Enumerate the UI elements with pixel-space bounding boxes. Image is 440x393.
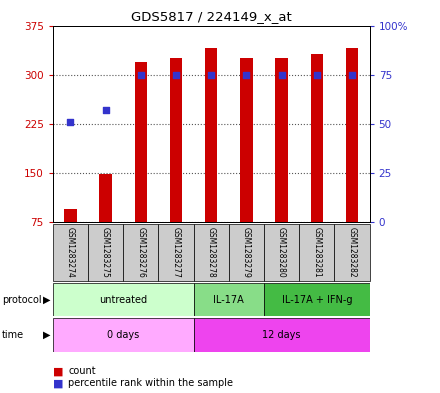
Text: GSM1283280: GSM1283280 bbox=[277, 227, 286, 278]
Text: GSM1283281: GSM1283281 bbox=[312, 227, 321, 278]
Bar bbox=[53, 318, 194, 352]
Bar bbox=[170, 58, 182, 222]
Bar bbox=[99, 174, 112, 222]
Bar bbox=[64, 209, 77, 222]
Text: IL-17A: IL-17A bbox=[213, 295, 244, 305]
Bar bbox=[194, 224, 229, 281]
Bar bbox=[229, 224, 264, 281]
Bar bbox=[264, 224, 299, 281]
Bar bbox=[205, 48, 217, 222]
Bar bbox=[299, 224, 334, 281]
Title: GDS5817 / 224149_x_at: GDS5817 / 224149_x_at bbox=[131, 10, 292, 23]
Text: protocol: protocol bbox=[2, 295, 42, 305]
Point bbox=[313, 72, 320, 78]
Text: GSM1283274: GSM1283274 bbox=[66, 227, 75, 278]
Point bbox=[348, 72, 356, 78]
Bar bbox=[88, 224, 123, 281]
Text: ▶: ▶ bbox=[43, 295, 51, 305]
Text: GSM1283277: GSM1283277 bbox=[172, 227, 180, 278]
Text: GSM1283276: GSM1283276 bbox=[136, 227, 145, 278]
Text: time: time bbox=[2, 330, 24, 340]
Bar bbox=[194, 283, 264, 316]
Bar bbox=[346, 48, 358, 222]
Bar bbox=[311, 54, 323, 222]
Point bbox=[208, 72, 215, 78]
Text: GSM1283275: GSM1283275 bbox=[101, 227, 110, 278]
Bar bbox=[135, 62, 147, 222]
Point bbox=[67, 119, 74, 125]
Text: count: count bbox=[68, 366, 96, 376]
Text: IL-17A + IFN-g: IL-17A + IFN-g bbox=[282, 295, 352, 305]
Text: GSM1283282: GSM1283282 bbox=[348, 227, 356, 278]
Bar bbox=[275, 58, 288, 222]
Text: ■: ■ bbox=[53, 366, 67, 376]
Point bbox=[172, 72, 180, 78]
Bar bbox=[264, 283, 370, 316]
Point bbox=[137, 72, 144, 78]
Bar bbox=[53, 224, 88, 281]
Point bbox=[243, 72, 250, 78]
Text: 12 days: 12 days bbox=[262, 330, 301, 340]
Text: 0 days: 0 days bbox=[107, 330, 139, 340]
Text: ■: ■ bbox=[53, 378, 67, 388]
Text: percentile rank within the sample: percentile rank within the sample bbox=[68, 378, 233, 388]
Text: untreated: untreated bbox=[99, 295, 147, 305]
Text: GSM1283278: GSM1283278 bbox=[207, 227, 216, 278]
Bar bbox=[194, 318, 370, 352]
Point bbox=[102, 107, 109, 113]
Bar bbox=[158, 224, 194, 281]
Bar bbox=[123, 224, 158, 281]
Bar bbox=[240, 58, 253, 222]
Bar bbox=[334, 224, 370, 281]
Text: ▶: ▶ bbox=[43, 330, 51, 340]
Point bbox=[278, 72, 285, 78]
Bar bbox=[53, 283, 194, 316]
Text: GSM1283279: GSM1283279 bbox=[242, 227, 251, 278]
